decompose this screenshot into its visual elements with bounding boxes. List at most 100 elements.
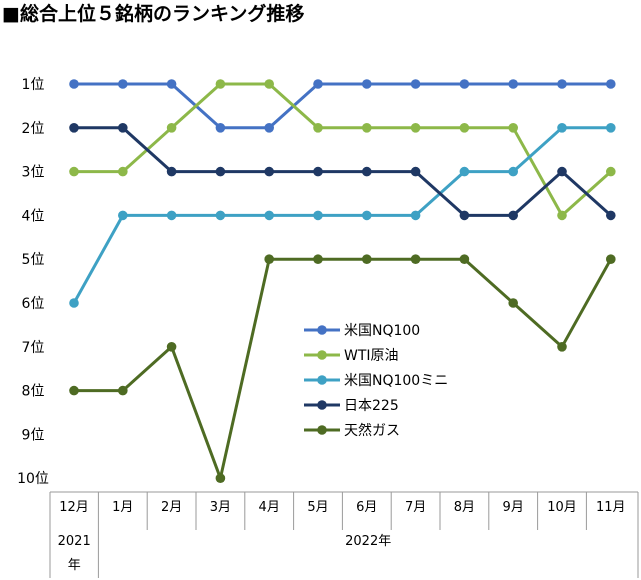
y-tick-label: 5位 (22, 252, 45, 268)
x-tick-label: 4月 (259, 500, 280, 515)
legend-swatch-marker (317, 400, 327, 410)
y-tick-label: 2位 (22, 121, 45, 137)
series-line (72, 126, 611, 304)
chart-title: ■総合上位５銘柄のランキング推移 (2, 2, 304, 25)
data-point (215, 123, 226, 133)
x-tick-label: 11月 (596, 500, 626, 515)
data-point (313, 210, 323, 221)
data-point (264, 79, 275, 89)
data-point (166, 166, 177, 177)
data-point (313, 254, 323, 264)
data-point (264, 166, 275, 177)
data-point (557, 79, 567, 89)
data-point (264, 123, 275, 133)
data-point (410, 210, 421, 221)
data-point (69, 298, 79, 308)
data-point (264, 210, 275, 221)
series-line (74, 126, 612, 217)
data-point (313, 79, 323, 89)
y-tick-label: 7位 (22, 340, 45, 356)
x-tick-label: 5月 (307, 500, 328, 515)
data-point (606, 123, 616, 133)
year-label: 2022年 (345, 534, 391, 549)
series-line (74, 82, 611, 130)
y-tick-label: 8位 (22, 384, 45, 400)
legend-swatch-marker (317, 325, 327, 335)
data-point (118, 123, 128, 133)
data-point (362, 210, 372, 221)
data-point (508, 298, 518, 308)
y-tick-label: 4位 (22, 208, 45, 224)
data-point (362, 254, 372, 264)
data-point (313, 166, 323, 177)
data-point (557, 166, 567, 177)
data-point (508, 166, 518, 177)
series-line (74, 257, 613, 480)
data-point (606, 254, 616, 264)
data-point (166, 123, 177, 133)
y-tick-label: 1位 (22, 77, 45, 93)
x-tick-label: 7月 (405, 500, 426, 515)
data-point (215, 473, 226, 484)
data-point (557, 123, 567, 133)
data-point (215, 166, 226, 177)
data-point (557, 210, 567, 221)
data-point (606, 166, 616, 177)
x-tick-label: 9月 (503, 500, 524, 515)
series-points (69, 79, 616, 484)
data-point (69, 79, 79, 89)
chart-axes: 1位 2位 3位 4位 5位 6位 7位 8位 9位 10位 2021 年 2022年 12月 1月 2月 3月… (17, 77, 639, 578)
legend-label: 日本225 (344, 398, 399, 414)
series-line (74, 82, 612, 217)
y-tick-label: 6位 (22, 296, 45, 312)
data-point (362, 79, 372, 89)
data-point (410, 79, 421, 89)
data-point (69, 385, 79, 396)
x-tick-label: 2月 (161, 500, 182, 515)
data-point (313, 123, 323, 133)
legend-swatch-marker (317, 425, 327, 435)
x-tick-label: 1月 (112, 500, 133, 515)
x-tick-label: 3月 (210, 500, 231, 515)
data-point (606, 210, 616, 221)
data-point (166, 210, 177, 221)
data-point (215, 210, 226, 221)
data-point (118, 385, 128, 396)
data-point (166, 342, 177, 352)
data-point (410, 254, 421, 264)
x-tick-label: 8月 (454, 500, 475, 515)
data-point (459, 254, 470, 264)
x-tick-label: 12月 (59, 500, 89, 515)
x-tick-label: 6月 (356, 500, 377, 515)
y-tick-label: 3位 (22, 165, 45, 181)
series-lines (72, 82, 613, 480)
data-point (362, 166, 372, 177)
data-point (410, 123, 421, 133)
data-point (459, 123, 470, 133)
data-point (459, 79, 470, 89)
legend-label: 米国NQ100ミニ (344, 373, 448, 389)
y-tick-label: 10位 (17, 471, 49, 487)
data-point (118, 79, 128, 89)
data-point (508, 123, 518, 133)
data-point (459, 210, 470, 221)
data-point (362, 123, 372, 133)
legend-label: 天然ガス (344, 422, 400, 439)
x-tick-label: 10月 (547, 500, 577, 515)
legend-swatch-marker (317, 350, 327, 360)
legend-label: WTI原油 (344, 348, 399, 364)
legend-swatch-marker (317, 375, 327, 385)
data-point (410, 166, 421, 177)
data-point (557, 342, 567, 352)
data-point (606, 79, 616, 89)
data-point (118, 166, 128, 177)
data-point (264, 254, 275, 264)
data-point (508, 210, 518, 221)
legend-label: 米国NQ100 (344, 323, 420, 339)
year-label-suffix: 年 (68, 558, 81, 573)
data-point (459, 166, 470, 177)
data-point (69, 166, 79, 177)
data-point (166, 79, 177, 89)
